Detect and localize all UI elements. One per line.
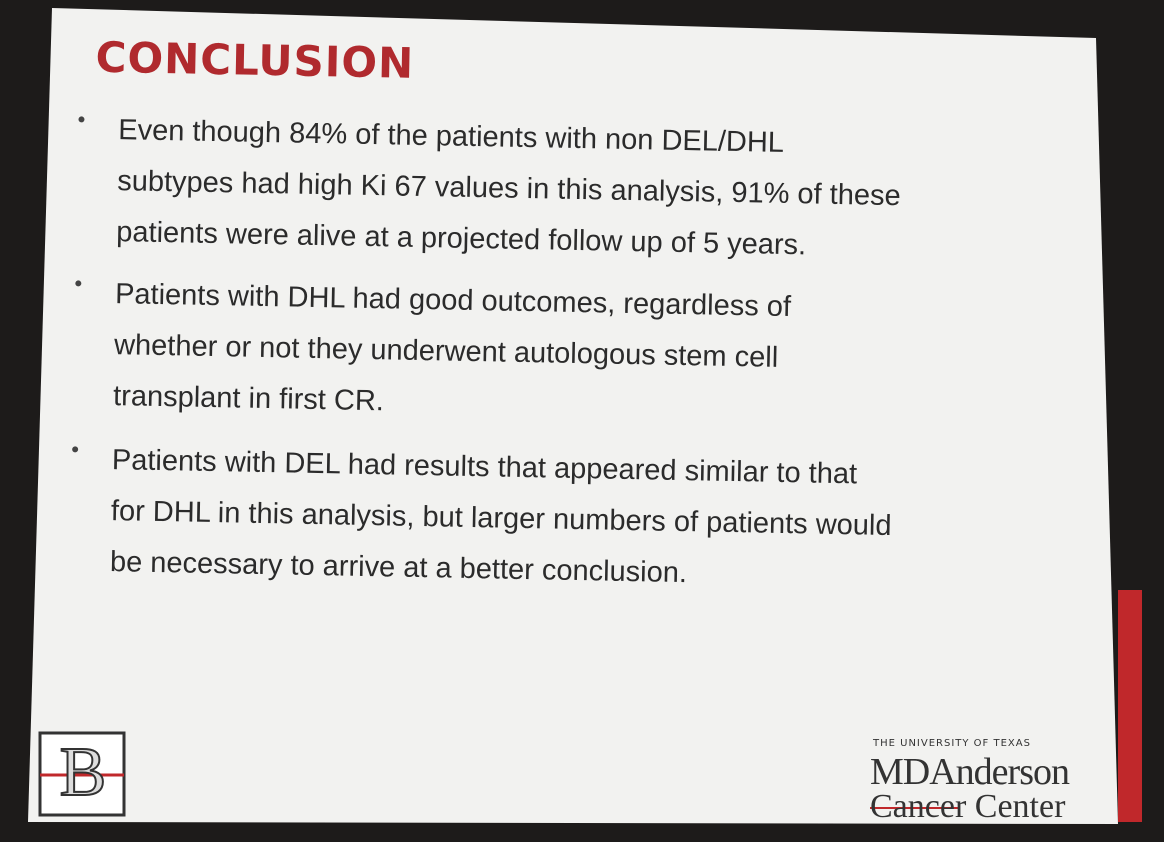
logo-name: MDAnderson (870, 751, 1070, 793)
bullet: Patients with DHL had good outcomes, reg… (73, 268, 1076, 440)
bullet-dot (72, 446, 79, 453)
bullet: Patients with DEL had results that appea… (69, 434, 1072, 606)
logo-letter: B (59, 733, 108, 812)
red-bar (1118, 590, 1142, 822)
bullet-dot (75, 280, 82, 287)
logo-university: THE UNIVERSITY OF TEXAS (873, 738, 1031, 749)
logo-left: B (40, 730, 126, 816)
slide-title: CONCLUSION (95, 32, 415, 88)
logo-subtitle: Cancer Center (870, 788, 1066, 825)
bullet: Even though 84% of the patients with non… (76, 104, 1079, 276)
slide (28, 8, 1118, 824)
bullet-dot (78, 116, 85, 123)
